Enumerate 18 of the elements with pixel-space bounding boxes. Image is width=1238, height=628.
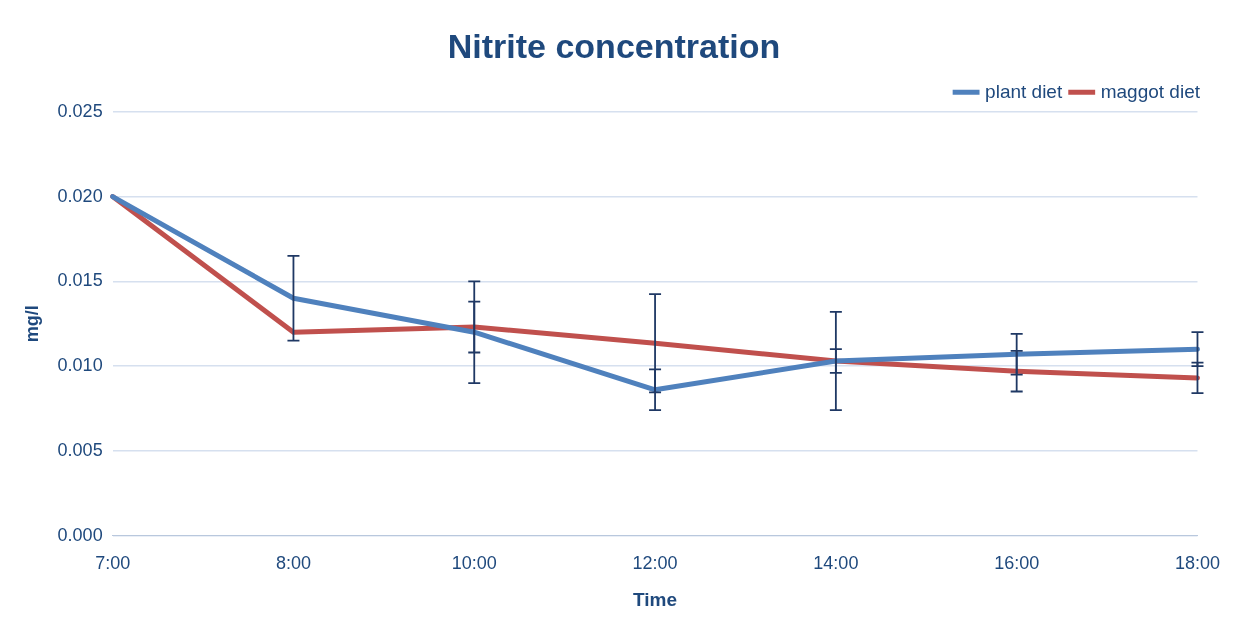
y-tick-label: 0.000 xyxy=(57,524,103,545)
chart-title: Nitrite concentration xyxy=(447,26,781,65)
x-tick-label: 7:00 xyxy=(95,553,131,574)
y-tick-label: 0.020 xyxy=(57,185,103,206)
x-tick-label: 12:00 xyxy=(632,553,678,574)
y-tick-label: 0.010 xyxy=(57,355,103,376)
x-tick-label: 16:00 xyxy=(994,553,1040,574)
y-tick-label: 0.025 xyxy=(57,100,103,121)
y-axis-title: mg/l xyxy=(21,305,42,343)
x-tick-label: 8:00 xyxy=(275,553,311,574)
legend-label: plant diet xyxy=(985,80,1063,102)
y-tick-label: 0.015 xyxy=(57,270,103,291)
x-axis-title: Time xyxy=(633,588,678,610)
x-tick-label: 14:00 xyxy=(813,553,859,574)
x-tick-label: 18:00 xyxy=(1174,553,1220,574)
y-tick-label: 0.005 xyxy=(57,439,103,460)
legend-label: maggot diet xyxy=(1100,80,1201,102)
x-tick-label: 10:00 xyxy=(451,553,497,574)
